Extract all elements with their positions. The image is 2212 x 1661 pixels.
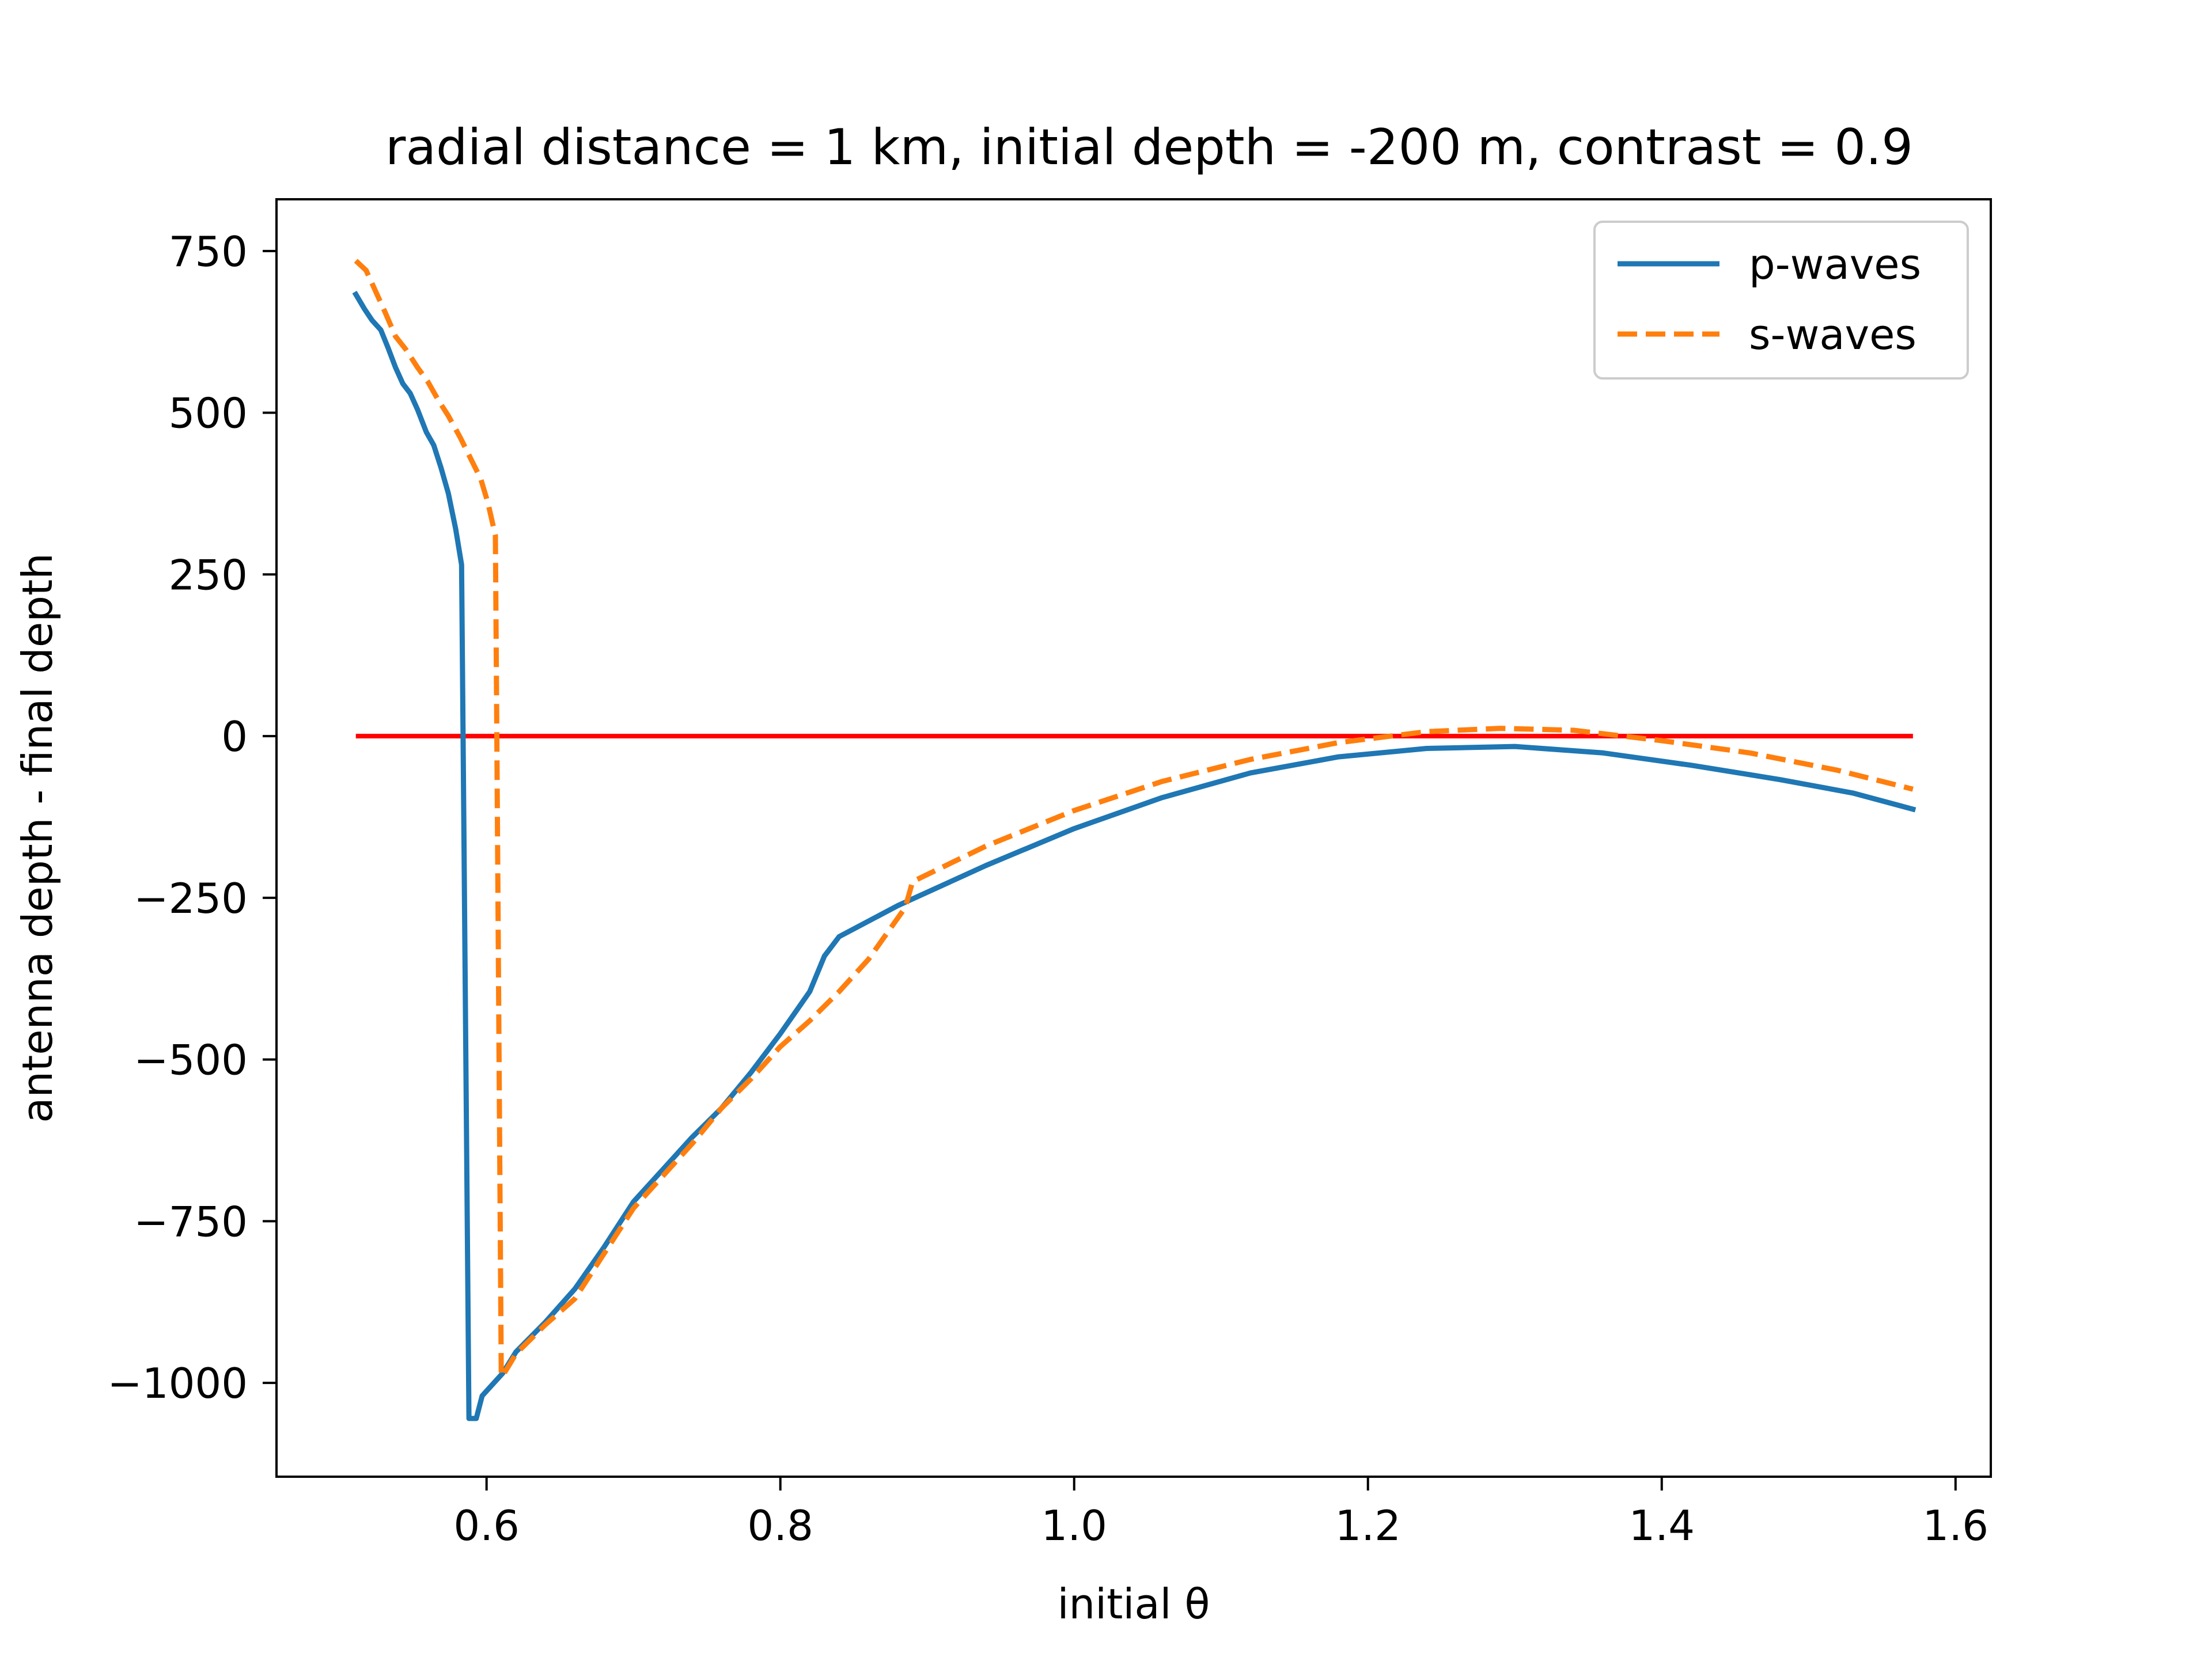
y-axis-label: antenna depth - final depth	[13, 553, 62, 1122]
y-tick-label: 500	[169, 389, 248, 438]
legend: p-waves s-waves	[1593, 221, 1969, 380]
series-line-s-waves	[354, 259, 1914, 1379]
x-tick-label: 1.0	[1041, 1501, 1107, 1550]
legend-label-p-waves: p-waves	[1749, 240, 1921, 289]
y-tick-label: −250	[134, 874, 248, 923]
y-tick-label: −1000	[107, 1359, 248, 1408]
y-tick-label: 750	[169, 227, 248, 276]
chart-title: radial distance = 1 km, initial depth = …	[385, 119, 1913, 176]
y-axis-ticks: 750 500 250 0 −250 −500 −750 −1000	[107, 227, 276, 1408]
series-layer	[352, 259, 1916, 1421]
x-tick-label: 1.6	[1923, 1501, 1989, 1550]
x-tick-label: 0.8	[747, 1501, 813, 1550]
y-tick-label: 250	[169, 551, 248, 599]
x-tick-label: 1.4	[1629, 1501, 1695, 1550]
y-tick-label: −750	[134, 1197, 248, 1246]
series-line-p-waves	[352, 290, 1916, 1421]
y-tick-label: 0	[221, 712, 248, 761]
legend-frame	[1593, 221, 1969, 380]
x-tick-label: 0.6	[453, 1501, 520, 1550]
legend-label-s-waves: s-waves	[1749, 310, 1916, 359]
axes-frame	[275, 198, 1992, 1478]
x-axis-label: initial θ	[1058, 1580, 1210, 1628]
y-tick-label: −500	[134, 1036, 248, 1084]
x-axis-ticks: 0.6 0.8 1.0 1.2 1.4 1.6	[453, 1477, 1988, 1550]
x-tick-label: 1.2	[1335, 1501, 1401, 1550]
